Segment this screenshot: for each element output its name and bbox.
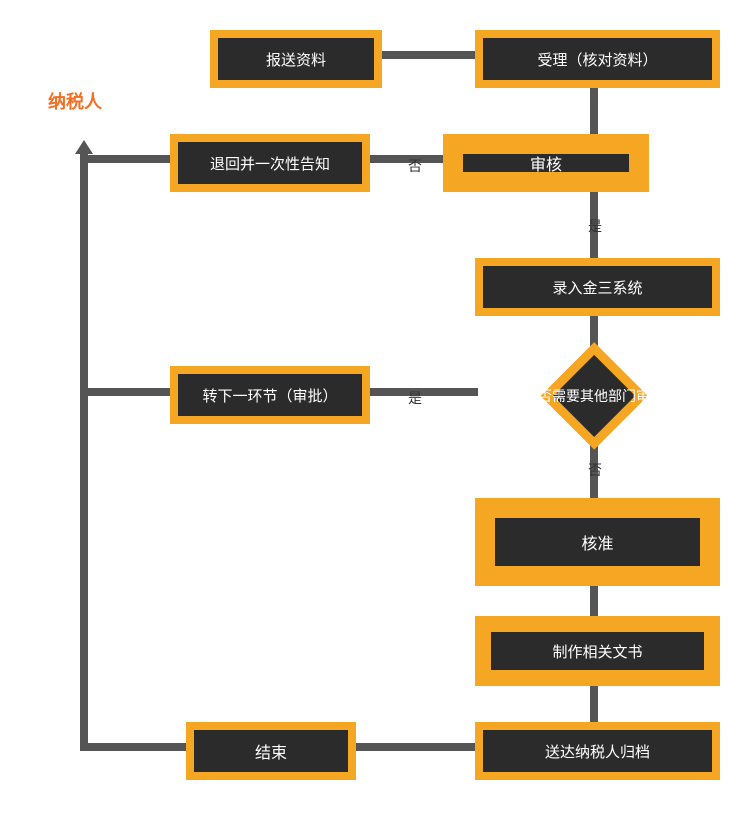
node-n7-label: 转下一环节（审批） xyxy=(178,374,362,416)
node-n3-label: 审核 xyxy=(463,154,629,172)
node-n7: 转下一环节（审批） xyxy=(170,366,370,424)
node-n1-label: 报送资料 xyxy=(218,38,374,80)
node-n1: 报送资料 xyxy=(210,30,382,88)
title-taxpayer: 纳税人 xyxy=(48,88,102,114)
node-n11: 结束 xyxy=(186,722,356,780)
node-n5: 录入金三系统 xyxy=(475,258,720,316)
edge-9 xyxy=(356,743,475,751)
node-n5-label: 录入金三系统 xyxy=(483,266,712,308)
node-n11-label: 结束 xyxy=(194,730,348,772)
node-n10-label: 送达纳税人归档 xyxy=(483,730,712,772)
node-n8: 核准 xyxy=(475,498,720,586)
edge-12 xyxy=(84,155,170,163)
node-n2: 受理（核对资料） xyxy=(475,30,720,88)
edge-11 xyxy=(80,150,88,751)
edge-0 xyxy=(382,51,475,59)
edge-13 xyxy=(84,388,170,396)
edge-7 xyxy=(590,586,598,616)
node-n4: 退回并一次性告知 xyxy=(170,134,370,192)
node-n9-label: 制作相关文书 xyxy=(491,632,704,670)
edge-10 xyxy=(84,743,186,751)
edge-label-e4: 否 xyxy=(588,460,602,480)
node-n3: 审核 xyxy=(443,134,649,192)
node-n8-label: 核准 xyxy=(495,518,700,566)
node-n10: 送达纳税人归档 xyxy=(475,722,720,780)
edge-label-e3: 是 xyxy=(408,388,422,408)
edge-label-e1: 否 xyxy=(408,156,422,176)
edge-5 xyxy=(370,388,478,396)
node-n2-label: 受理（核对资料） xyxy=(483,38,712,80)
edge-8 xyxy=(590,686,598,722)
node-n9: 制作相关文书 xyxy=(475,616,720,686)
node-n6-label: 是否需要其他部门审批 xyxy=(471,342,717,450)
node-n4-label: 退回并一次性告知 xyxy=(178,142,362,184)
edge-1 xyxy=(590,88,598,134)
edge-label-e2: 是 xyxy=(588,216,602,236)
flowchart-stage: { "canvas": { "width": 754, "height": 81… xyxy=(0,0,754,819)
